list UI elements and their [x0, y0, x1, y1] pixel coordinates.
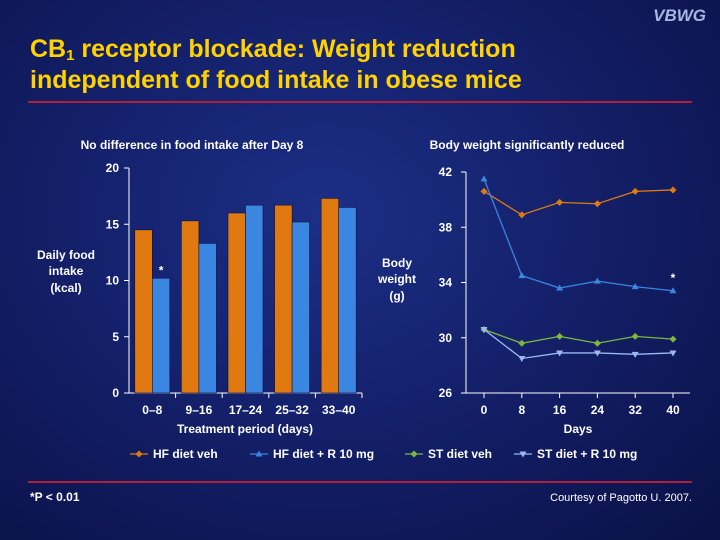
brand-logo: VBWG	[653, 6, 706, 25]
significance-marker: *	[159, 263, 164, 277]
data-point	[518, 272, 526, 279]
line-chart-title: Body weight significantly reduced	[430, 138, 625, 152]
legend-label: ST diet veh	[428, 447, 492, 461]
legend-marker	[519, 451, 527, 458]
data-point	[669, 335, 677, 343]
data-point	[480, 175, 488, 182]
data-point	[593, 339, 601, 347]
line-x-tick-label: 8	[518, 403, 525, 417]
bar-x-tick-label: 0–8	[142, 403, 162, 417]
line-y-tick-label: 34	[439, 276, 453, 290]
data-point	[631, 187, 639, 195]
line-y-tick-label: 38	[439, 220, 453, 234]
line-y-tick-label: 42	[439, 165, 453, 179]
series-line	[483, 178, 674, 292]
bar-ylabel-line2: intake	[49, 264, 84, 278]
title-prefix: CB	[30, 35, 67, 63]
line-y-tick-label: 30	[439, 331, 453, 345]
series-line	[483, 328, 674, 360]
line-x-tick-label: 24	[591, 403, 605, 417]
line-x-tick-label: 40	[666, 403, 680, 417]
data-point	[556, 350, 564, 357]
legend-label: ST diet + R 10 mg	[537, 447, 637, 461]
data-point	[518, 355, 526, 362]
bar-chart: 0 5 10 15 20 0–8 9–16 17–24 25–32 33–40 *	[106, 161, 363, 417]
bar	[227, 212, 246, 394]
series-line	[483, 189, 674, 216]
line-xlabel: Days	[564, 422, 593, 436]
bar-chart-title: No difference in food intake after Day 8	[81, 138, 304, 152]
title-divider	[28, 101, 692, 103]
line-x-tick-label: 16	[553, 403, 567, 417]
footer-divider	[28, 481, 692, 483]
bar-ylabel-line1: Daily food	[37, 248, 95, 262]
bar	[291, 221, 310, 394]
data-point	[593, 200, 601, 208]
data-point	[556, 284, 564, 291]
legend: HF diet veh HF diet + R 10 mg ST diet veh S…	[130, 447, 637, 461]
bar	[338, 207, 357, 394]
data-point	[480, 326, 488, 333]
bar-x-tick-label: 33–40	[322, 403, 356, 417]
bar-x-tick-label: 17–24	[229, 403, 263, 417]
bar	[152, 277, 171, 394]
legend-marker	[135, 450, 143, 458]
data-point	[593, 277, 601, 284]
bar	[198, 243, 217, 394]
data-point	[480, 187, 488, 195]
bar-x-tick-label: 9–16	[186, 403, 213, 417]
data-point	[631, 351, 639, 358]
line-chart: 26 30 34 38 42 0 8 16 24 32 40 *	[439, 165, 690, 417]
legend-marker	[255, 450, 263, 457]
bar-x-tick-label: 25–32	[275, 403, 309, 417]
data-point	[669, 350, 677, 357]
bar-y-tick-label: 5	[112, 330, 119, 344]
bar	[134, 229, 153, 394]
bar-xlabel: Treatment period (days)	[177, 422, 313, 436]
data-point	[518, 339, 526, 347]
data-point	[631, 332, 639, 340]
data-point	[518, 211, 526, 219]
bar-y-tick-label: 15	[106, 217, 120, 231]
title-line2: independent of food intake in obese mice	[30, 66, 522, 94]
data-point	[556, 198, 564, 206]
source-credit: Courtesy of Pagotto U. 2007.	[550, 492, 692, 504]
bar-y-tick-label: 20	[106, 161, 120, 175]
data-point	[556, 332, 564, 340]
data-point	[669, 186, 677, 194]
significance-footnote: *P < 0.01	[30, 490, 80, 504]
line-x-tick-label: 32	[629, 403, 643, 417]
line-x-tick-label: 0	[481, 403, 488, 417]
line-ylabel-line1: Body	[382, 256, 412, 270]
legend-label: HF diet + R 10 mg	[273, 447, 374, 461]
bar	[320, 198, 340, 394]
title-subscript: 1	[66, 47, 75, 64]
bar	[245, 204, 264, 394]
bar-ylabel-line3: (kcal)	[50, 281, 81, 295]
slide-title: CB1 receptor blockade: Weight reduction …	[30, 34, 680, 96]
data-point	[593, 350, 601, 357]
line-y-tick-label: 26	[439, 386, 453, 400]
data-point	[669, 287, 677, 294]
bar	[181, 220, 200, 394]
bar-y-tick-label: 0	[112, 386, 119, 400]
legend-label: HF diet veh	[153, 447, 218, 461]
line-ylabel-line3: (g)	[389, 289, 404, 303]
legend-marker	[410, 450, 418, 458]
line-ylabel-line2: weight	[377, 272, 416, 286]
significance-marker: *	[671, 271, 676, 285]
data-point	[631, 283, 639, 290]
bar-y-tick-label: 10	[106, 274, 120, 288]
bar	[274, 204, 293, 394]
title-line1-rest: receptor blockade: Weight reduction	[74, 35, 516, 63]
series-line	[483, 328, 674, 344]
